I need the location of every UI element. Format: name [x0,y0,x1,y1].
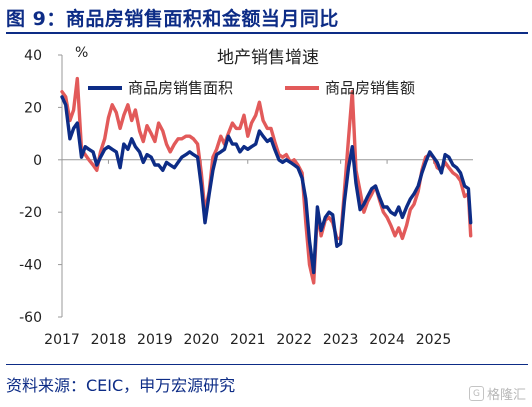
series-lines [60,76,473,285]
watermark-text: 格隆汇 [486,388,526,403]
x-tick-label: 2018 [91,332,127,348]
x-tick-label: 2023 [323,332,359,348]
x-tick-label: 2017 [44,332,80,348]
x-tick-label: 2019 [137,332,173,348]
watermark: G 格隆汇 [468,384,526,403]
x-tick-label: 2024 [369,332,405,348]
legend-label: 商品房销售面积 [128,79,233,97]
y-tick-label: -60 [19,310,42,326]
unit-label: % [75,45,88,61]
y-tick-label: 0 [33,153,42,169]
series-line [60,95,473,275]
x-tick-label: 2025 [416,332,452,348]
y-tick-label: -40 [19,258,42,274]
source-note: 资料来源：CEIC，申万宏源研究 [6,376,236,395]
y-tick-label: 40 [24,48,42,64]
legend: 商品房销售面积 商品房销售额 [88,79,415,97]
chart-title: 地产销售增速 [217,48,319,68]
figure-title: 图 9：商品房销售面积和金额当月同比 [6,8,339,30]
source-rule [6,364,528,365]
watermark-logo-icon: G [468,386,484,401]
title-rule [6,32,528,34]
legend-label: 商品房销售额 [325,79,415,97]
x-tick-label: 2020 [184,332,220,348]
x-tick-label: 2021 [230,332,266,348]
y-tick-label: -20 [19,205,42,221]
x-tick-label: 2022 [276,332,312,348]
y-tick-label: 20 [24,100,42,116]
series-line [60,76,473,285]
